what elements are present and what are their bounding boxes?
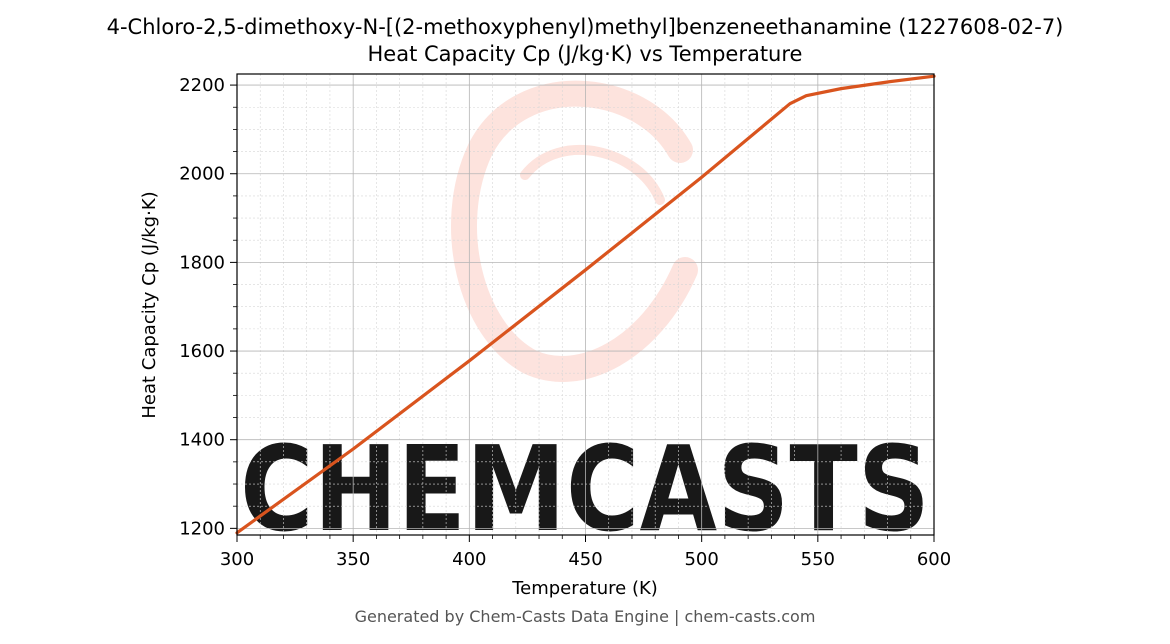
x-tick-label: 450 — [568, 549, 602, 570]
x-axis: 300 350 400 450 500 550 600 — [220, 535, 951, 570]
x-tick-label: 600 — [917, 549, 951, 570]
y-tick-label: 1400 — [179, 430, 225, 451]
y-tick-label: 1200 — [179, 518, 225, 539]
series-layer — [235, 74, 936, 535]
x-tick-label: 300 — [220, 549, 254, 570]
series-line-1 — [235, 74, 936, 535]
x-tick-label: 400 — [452, 549, 486, 570]
y-tick-label: 1600 — [179, 341, 225, 362]
y-tick-label: 2200 — [179, 75, 225, 96]
footer-credit: Generated by Chem-Casts Data Engine | ch… — [354, 607, 816, 626]
y-tick-label: 2000 — [179, 164, 225, 185]
x-tick-label: 500 — [684, 549, 718, 570]
x-tick-label: 350 — [336, 549, 370, 570]
watermark-logo — [451, 80, 698, 382]
y-axis: 1200 1400 1600 1800 2000 2200 — [179, 75, 237, 539]
y-tick-label: 1800 — [179, 252, 225, 273]
x-tick-label: 550 — [801, 549, 835, 570]
chart-subtitle: Heat Capacity Cp (J/kg·K) vs Temperature — [368, 42, 803, 66]
y-axis-label: Heat Capacity Cp (J/kg·K) — [139, 191, 160, 418]
chart-title: 4-Chloro-2,5-dimethoxy-N-[(2-methoxyphen… — [107, 15, 1064, 39]
x-axis-label: Temperature (K) — [511, 578, 658, 599]
watermark: CHEMCASTS — [240, 80, 930, 558]
